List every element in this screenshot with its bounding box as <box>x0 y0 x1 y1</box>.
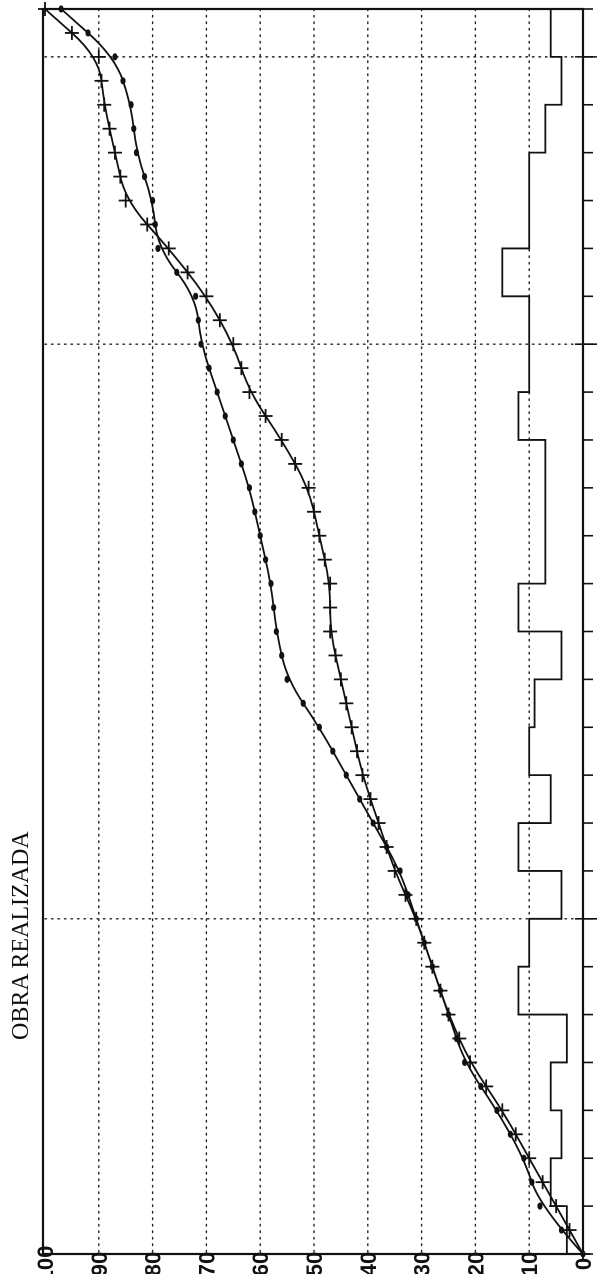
dot-marker <box>271 603 277 612</box>
dot-marker <box>120 77 126 85</box>
dot-marker <box>206 364 212 372</box>
dot-marker <box>246 484 253 492</box>
series-1 <box>38 2 590 1261</box>
dot-marker <box>112 53 118 61</box>
dot-marker <box>150 196 156 205</box>
dot-marker <box>128 101 134 109</box>
series-line <box>60 8 584 1255</box>
dot-marker <box>131 125 137 133</box>
dot-marker <box>279 651 285 660</box>
dot-marker <box>58 5 64 13</box>
dot-marker <box>330 747 336 755</box>
plot-frame <box>41 7 585 1256</box>
grid-lines <box>98 8 530 1255</box>
y-tick-label-40: 40 <box>356 1252 381 1274</box>
dot-marker <box>222 412 228 420</box>
dot-marker <box>85 29 91 37</box>
y-tick-label-0: 0 <box>571 1258 596 1270</box>
dot-marker <box>257 532 263 540</box>
dot-marker <box>141 172 148 181</box>
dot-marker <box>174 268 180 276</box>
dot-marker <box>214 388 220 396</box>
dot-marker <box>284 675 290 683</box>
dot-marker <box>316 723 322 731</box>
y-tick-label-70: 70 <box>194 1252 219 1274</box>
dot-marker <box>252 508 258 516</box>
dot-marker <box>133 149 140 157</box>
dot-marker <box>155 244 161 253</box>
dot-marker <box>230 436 236 444</box>
dot-marker <box>529 1178 535 1186</box>
dot-marker <box>537 1202 543 1210</box>
series-0 <box>58 5 586 1258</box>
major-dividers <box>44 56 597 920</box>
dot-marker <box>193 292 199 300</box>
x-axis-ticks <box>583 8 593 1255</box>
y-tick-label-60: 60 <box>248 1252 273 1274</box>
dot-marker <box>558 1226 565 1234</box>
y-tick-label-100: 100 <box>33 1246 58 1274</box>
dot-marker <box>152 220 158 229</box>
dot-marker <box>195 316 201 324</box>
y-axis-tick-labels: 0 10 20 30 40 50 60 70 80 90 100 <box>33 1246 596 1274</box>
y-tick-label-20: 20 <box>463 1252 488 1274</box>
y-tick-label-90: 90 <box>87 1252 112 1274</box>
dot-marker <box>262 556 269 564</box>
dot-marker <box>300 699 306 707</box>
step-series-line <box>501 9 568 1254</box>
dot-marker <box>343 771 349 779</box>
dot-marker <box>273 627 279 636</box>
y-tick-label-50: 50 <box>302 1252 327 1274</box>
dot-marker <box>357 795 363 803</box>
series-2 <box>501 9 568 1254</box>
y-tick-label-30: 30 <box>410 1252 435 1274</box>
dot-marker <box>268 580 274 588</box>
dot-marker <box>198 340 204 348</box>
y-tick-label-80: 80 <box>141 1252 166 1274</box>
y-tick-label-10: 10 <box>517 1252 542 1274</box>
dot-marker <box>238 460 244 468</box>
chart-title: OBRA REALIZADA <box>8 831 34 1040</box>
series-group <box>38 2 590 1261</box>
